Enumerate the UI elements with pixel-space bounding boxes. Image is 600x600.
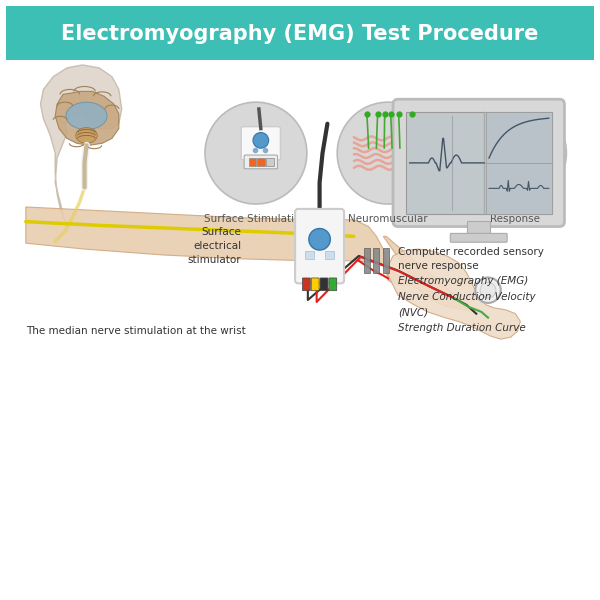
Text: Surface Stimulation: Surface Stimulation — [205, 214, 307, 224]
Polygon shape — [388, 249, 520, 339]
FancyBboxPatch shape — [244, 155, 277, 169]
Circle shape — [253, 133, 269, 148]
FancyBboxPatch shape — [329, 278, 337, 290]
Circle shape — [464, 102, 566, 204]
Ellipse shape — [76, 128, 97, 143]
FancyBboxPatch shape — [486, 112, 551, 163]
Circle shape — [475, 277, 501, 303]
Text: The median nerve stimulation at the wrist: The median nerve stimulation at the wris… — [26, 326, 245, 337]
Text: Computer recorded sensory
nerve response: Computer recorded sensory nerve response — [398, 247, 544, 271]
Polygon shape — [55, 91, 119, 145]
FancyBboxPatch shape — [302, 278, 310, 290]
FancyBboxPatch shape — [311, 278, 319, 290]
Polygon shape — [40, 65, 122, 221]
FancyBboxPatch shape — [241, 127, 280, 160]
Circle shape — [480, 283, 496, 298]
FancyBboxPatch shape — [406, 112, 551, 214]
FancyBboxPatch shape — [364, 248, 370, 272]
Text: Electromyography (EMG)
Nerve Conduction Velocity
(NVC)
Strength Duration Curve: Electromyography (EMG) Nerve Conduction … — [398, 277, 536, 333]
Polygon shape — [26, 207, 475, 312]
FancyBboxPatch shape — [451, 233, 507, 242]
FancyBboxPatch shape — [383, 248, 389, 272]
Ellipse shape — [502, 125, 529, 146]
FancyBboxPatch shape — [486, 163, 551, 214]
FancyBboxPatch shape — [248, 158, 256, 166]
FancyBboxPatch shape — [295, 209, 344, 283]
Ellipse shape — [506, 127, 517, 140]
FancyBboxPatch shape — [6, 6, 594, 60]
FancyBboxPatch shape — [320, 278, 328, 290]
FancyBboxPatch shape — [325, 251, 334, 259]
Ellipse shape — [66, 102, 107, 130]
FancyBboxPatch shape — [257, 158, 265, 166]
FancyBboxPatch shape — [467, 221, 490, 236]
Text: Response: Response — [490, 214, 541, 224]
FancyBboxPatch shape — [373, 248, 379, 272]
Circle shape — [309, 229, 331, 250]
FancyBboxPatch shape — [305, 251, 314, 259]
Text: Neuromuscular: Neuromuscular — [349, 214, 428, 224]
Circle shape — [205, 102, 307, 204]
FancyBboxPatch shape — [266, 158, 274, 166]
Ellipse shape — [488, 118, 542, 192]
Circle shape — [337, 102, 439, 204]
Text: Surface
electrical
stimulator: Surface electrical stimulator — [188, 227, 241, 265]
FancyBboxPatch shape — [6, 60, 594, 594]
Text: Electromyography (EMG) Test Procedure: Electromyography (EMG) Test Procedure — [61, 23, 539, 44]
FancyBboxPatch shape — [393, 99, 565, 227]
